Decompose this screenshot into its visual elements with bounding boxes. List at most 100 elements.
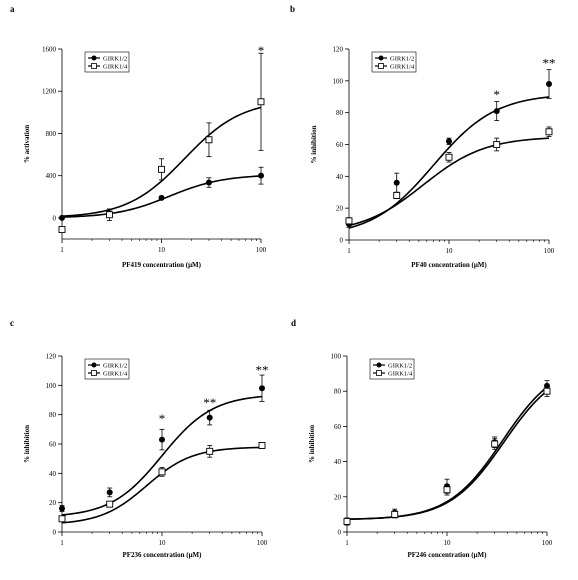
y-axis-label: % inhibition	[308, 425, 316, 463]
data-point	[58, 226, 66, 233]
x-tick-label: 1	[60, 539, 64, 547]
data-point	[58, 515, 66, 523]
y-tick-label: 120	[333, 46, 344, 54]
panel-letter: a	[10, 4, 15, 14]
data-point	[258, 172, 264, 179]
y-tick-label: 400	[46, 172, 57, 180]
legend-marker	[91, 63, 97, 69]
data-point	[106, 211, 113, 219]
data-point	[445, 153, 453, 161]
data-point	[106, 489, 113, 496]
panel-letter: c	[10, 318, 14, 328]
x-axis-label: PF246 concentration (μM)	[407, 551, 487, 559]
data-point	[345, 217, 353, 225]
data-point	[545, 128, 553, 136]
x-tick-label: 10	[159, 539, 167, 547]
data-point	[391, 510, 399, 518]
data-point	[546, 81, 552, 88]
y-tick-label: 60	[49, 441, 57, 449]
data-point	[446, 138, 452, 145]
fit-curve	[348, 96, 550, 229]
data-point	[491, 440, 499, 448]
legend-marker	[91, 362, 97, 368]
series-GIRK1/4	[345, 126, 553, 227]
series-GIRK1/2	[59, 374, 265, 516]
data-point	[259, 385, 265, 392]
y-tick-label: 1600	[42, 46, 57, 54]
series-GIRK1/4	[343, 385, 551, 526]
data-point	[393, 191, 401, 199]
y-tick-label: 20	[334, 493, 342, 501]
legend-marker	[91, 55, 97, 61]
y-tick-label: 80	[334, 388, 342, 396]
x-tick-label: 10	[444, 539, 452, 547]
x-tick-label: 100	[544, 247, 555, 255]
data-point	[159, 436, 165, 443]
data-point	[393, 179, 400, 186]
fit-curve	[61, 446, 263, 524]
legend-marker	[378, 55, 384, 61]
fit-curve	[348, 137, 550, 227]
legend-label: GIRK1/4	[103, 370, 128, 377]
fit-curve	[61, 395, 263, 516]
data-point	[493, 108, 500, 115]
data-point	[158, 194, 165, 201]
y-tick-label: 40	[49, 470, 57, 478]
y-tick-label: 20	[336, 205, 344, 213]
x-tick-label: 100	[257, 539, 268, 547]
y-tick-label: 0	[53, 529, 57, 537]
y-tick-label: 0	[340, 237, 344, 245]
significance-label: **	[203, 395, 216, 410]
data-point	[543, 387, 551, 395]
data-point	[443, 486, 451, 494]
x-tick-label: 100	[542, 539, 553, 547]
fit-curve	[61, 106, 262, 218]
y-tick-label: 40	[336, 173, 344, 181]
data-point	[59, 505, 65, 512]
legend-label: GIRK1/4	[390, 63, 415, 70]
legend-label: GIRK1/2	[390, 55, 414, 62]
y-tick-label: 120	[46, 353, 57, 361]
x-tick-label: 10	[158, 246, 166, 254]
y-tick-label: 80	[49, 411, 57, 419]
y-axis-label: % inhibition	[23, 425, 31, 463]
y-tick-label: 100	[331, 353, 342, 361]
x-tick-label: 1	[347, 247, 351, 255]
significance-label: **	[543, 55, 556, 70]
legend-label: GIRK1/2	[388, 362, 412, 369]
y-axis-label: % activation	[23, 125, 31, 163]
x-tick-label: 1	[345, 539, 349, 547]
legend-marker	[376, 370, 382, 376]
legend-label: GIRK1/2	[103, 362, 127, 369]
panel-d: d 0 20 40 60 80 100 1 10 100 PF246 concentration (…	[291, 318, 553, 559]
series-GIRK1/4	[58, 442, 266, 524]
significance-label: **	[256, 363, 269, 378]
x-axis-label: PF40 concentration (μM)	[411, 261, 487, 269]
legend-label: GIRK1/4	[103, 63, 128, 70]
x-axis-label: PF236 concentration (μM)	[122, 551, 202, 559]
data-point	[258, 442, 266, 449]
y-tick-label: 1200	[42, 88, 57, 96]
significance-label: *	[493, 87, 500, 102]
data-point	[106, 500, 114, 508]
y-tick-label: 0	[53, 214, 57, 222]
y-axis-label: % inhibition	[310, 125, 318, 163]
y-tick-label: 800	[46, 130, 57, 138]
series-GIRK1/2	[346, 69, 552, 229]
data-point	[158, 468, 166, 476]
y-tick-label: 100	[46, 382, 57, 390]
y-tick-label: 60	[336, 141, 344, 149]
x-tick-label: 10	[446, 247, 454, 255]
y-tick-label: 0	[338, 529, 342, 537]
data-point	[158, 165, 165, 173]
series-GIRK1/4	[58, 52, 265, 233]
legend-marker	[378, 63, 384, 69]
data-point	[493, 141, 501, 148]
data-point	[206, 414, 213, 421]
x-tick-label: 1	[60, 246, 64, 254]
